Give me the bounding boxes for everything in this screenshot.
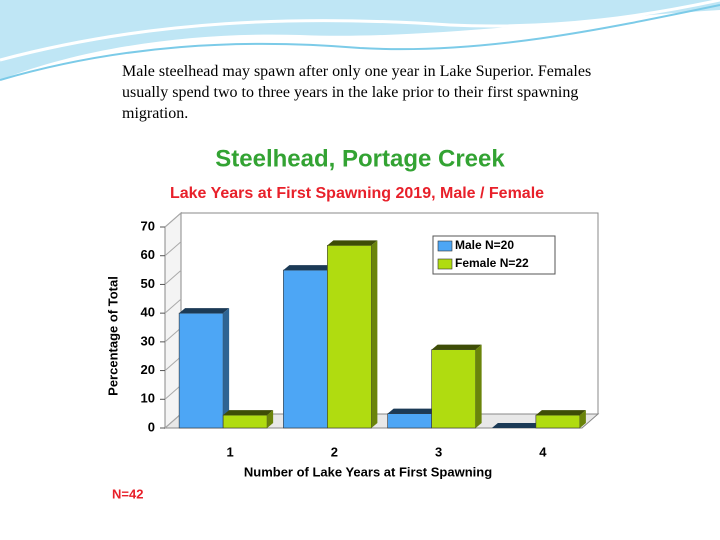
y-axis-label: Percentage of Total — [105, 276, 120, 396]
bar-top — [327, 240, 378, 246]
bar — [431, 349, 476, 429]
bar-top — [179, 308, 230, 314]
bar-side — [267, 410, 274, 428]
grid-line — [164, 270, 182, 285]
decoration — [0, 0, 720, 80]
grid-line — [164, 413, 182, 429]
bar-top — [283, 265, 334, 271]
legend-swatch — [437, 240, 453, 252]
legend-swatch — [437, 258, 453, 270]
grid-line — [164, 241, 182, 257]
bar-top — [431, 344, 482, 350]
decoration — [0, 4, 720, 81]
y-tick-label: 0 — [148, 419, 155, 434]
bar-side — [579, 410, 586, 428]
plot-side-wall — [164, 211, 182, 430]
grid-line — [164, 327, 182, 343]
y-tick-label: 70 — [141, 218, 155, 233]
bar — [178, 312, 224, 429]
bar-top — [491, 423, 542, 428]
x-tick-label: 1 — [227, 444, 234, 459]
bar-top — [223, 410, 274, 416]
bar-side — [475, 344, 482, 428]
x-axis-label: Number of Lake Years at First Spawning — [244, 464, 492, 479]
y-tick-label: 40 — [141, 305, 155, 320]
grid-line — [164, 212, 182, 228]
y-tick-label: 60 — [141, 247, 155, 262]
x-tick-label: 2 — [331, 444, 338, 459]
x-tick-label: 3 — [435, 444, 442, 459]
bar-top — [387, 408, 438, 414]
bar — [535, 414, 581, 429]
chart-subtitle: Lake Years at First Spawning 2019, Male … — [170, 185, 544, 202]
bar-top — [535, 410, 586, 416]
annotation: N=42 — [112, 486, 143, 501]
grid-line — [164, 356, 182, 371]
slide-text: Male steelhead may spawn after only one … — [122, 63, 592, 122]
y-tick-label: 50 — [141, 276, 155, 291]
bar — [327, 245, 372, 429]
y-tick-label: 10 — [141, 391, 155, 406]
y-tick-label: 20 — [141, 362, 155, 377]
y-tick-label: 30 — [141, 333, 155, 348]
decoration — [0, 0, 720, 62]
chart-title: Steelhead, Portage Creek — [215, 145, 505, 172]
legend-label: Male N=20 — [455, 238, 514, 252]
grid-line — [164, 384, 182, 400]
grid-line — [164, 298, 182, 314]
bar — [387, 413, 432, 429]
bar — [222, 414, 268, 429]
legend — [432, 235, 556, 275]
legend-label: Female N=22 — [455, 256, 529, 270]
bar — [283, 269, 328, 429]
bar-side — [223, 308, 230, 428]
x-tick-label: 4 — [539, 444, 547, 459]
bar-side — [371, 240, 378, 428]
